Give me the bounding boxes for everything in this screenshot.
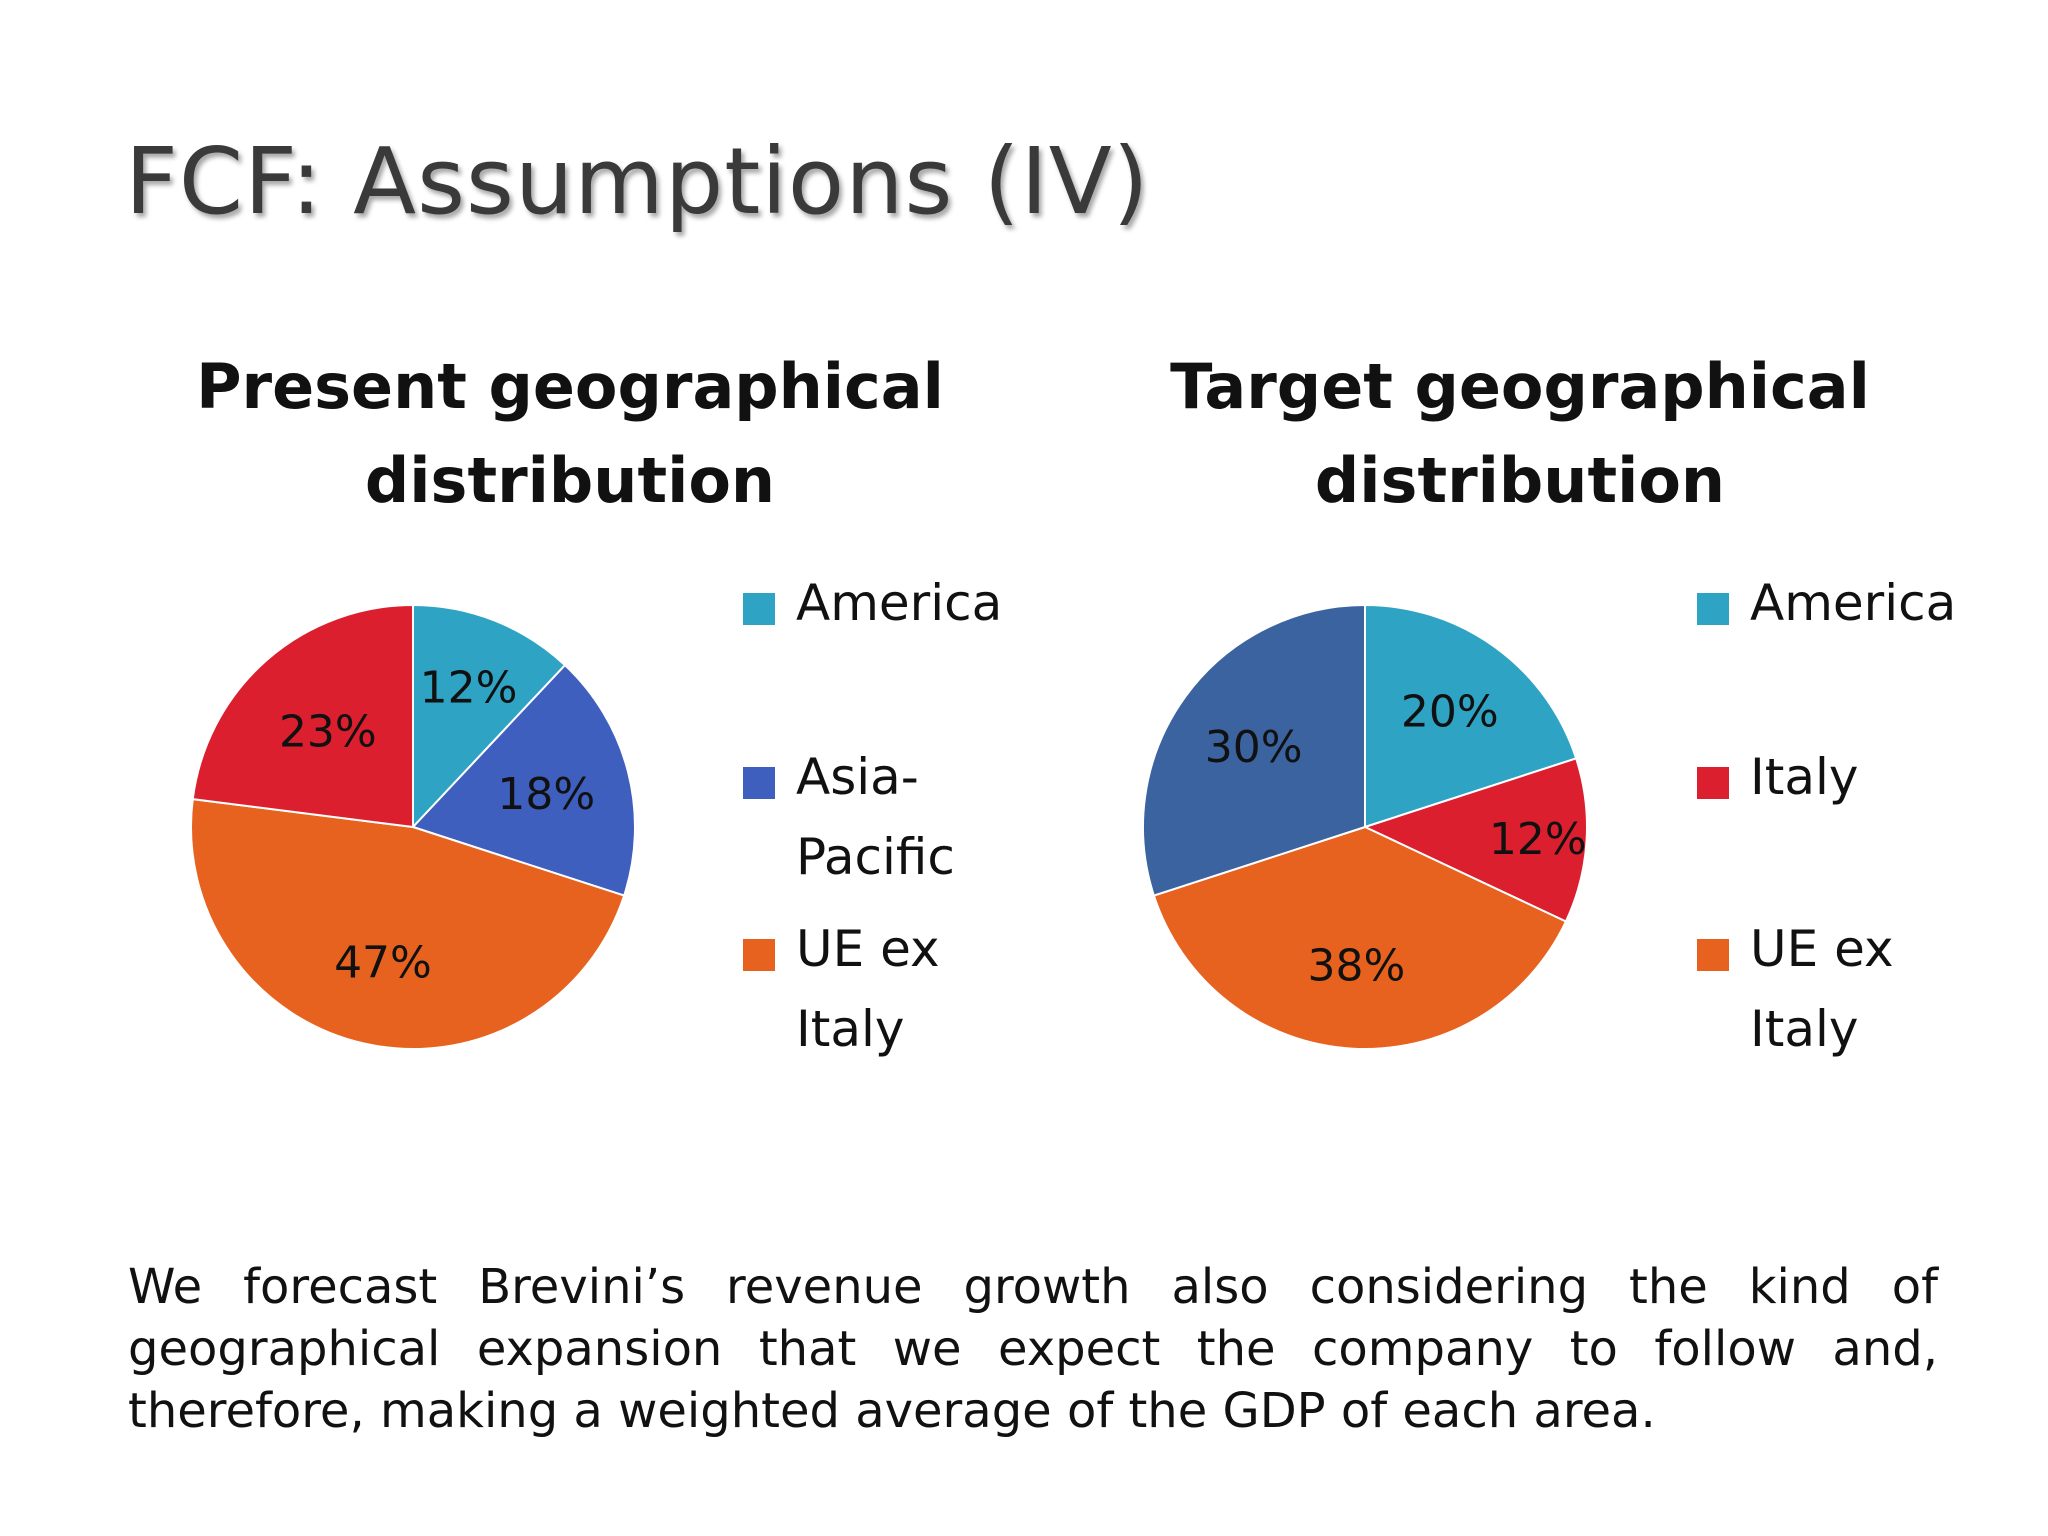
target-legend: America Italy UE ex Italy (1697, 563, 2037, 1083)
body-paragraph: We forecast Brevini’s revenue growth als… (128, 1259, 1938, 1439)
pie-slice-ue-ex-italy (190, 798, 626, 1050)
pie-slice-ue-ex-italy (1152, 825, 1568, 1050)
slice-data-label: 12% (420, 663, 518, 714)
present-pie-chart: 12% 18% 47% 23% (190, 603, 636, 1050)
pie-slice-italy (191, 603, 414, 829)
pie-slice-italy (1362, 757, 1588, 923)
legend-swatch (1697, 593, 1729, 625)
slice-data-label: 30% (1205, 722, 1303, 773)
slice-data-label: 47% (334, 937, 432, 988)
legend-swatch (743, 767, 775, 799)
target-chart-title: Target geographical distribution (1170, 350, 1870, 517)
pie-slice-asia-pacific (1142, 603, 1366, 897)
pie-slice-asia-pacific (411, 663, 636, 897)
legend-label: UE ex Italy (796, 920, 940, 1058)
slice-data-label: 23% (279, 706, 377, 757)
slide-title: FCF: Assumptions (IV) (125, 128, 1150, 235)
target-pie-chart: 20% 12% 38% 30% (1142, 603, 1588, 1050)
legend-label: America (1750, 574, 1957, 632)
legend-swatch (1697, 939, 1729, 971)
legend-label: Italy (1750, 748, 1859, 806)
present-legend: America Asia- Pacific UE ex Italy (743, 563, 1083, 1083)
legend-label: UE ex Italy (1750, 920, 1894, 1058)
slice-data-label: 38% (1307, 940, 1405, 991)
slice-data-label: 12% (1489, 814, 1587, 865)
slice-data-label: 20% (1401, 686, 1499, 737)
legend-swatch (743, 593, 775, 625)
pie-slice-america (412, 603, 567, 830)
pie-slice-america (1364, 603, 1578, 829)
legend-swatch (743, 939, 775, 971)
legend-swatch (1697, 767, 1729, 799)
slice-data-label: 18% (497, 769, 595, 820)
legend-label: America (796, 574, 1003, 632)
present-chart-title: Present geographical distribution (196, 350, 944, 517)
legend-label: Asia- Pacific (796, 748, 955, 886)
